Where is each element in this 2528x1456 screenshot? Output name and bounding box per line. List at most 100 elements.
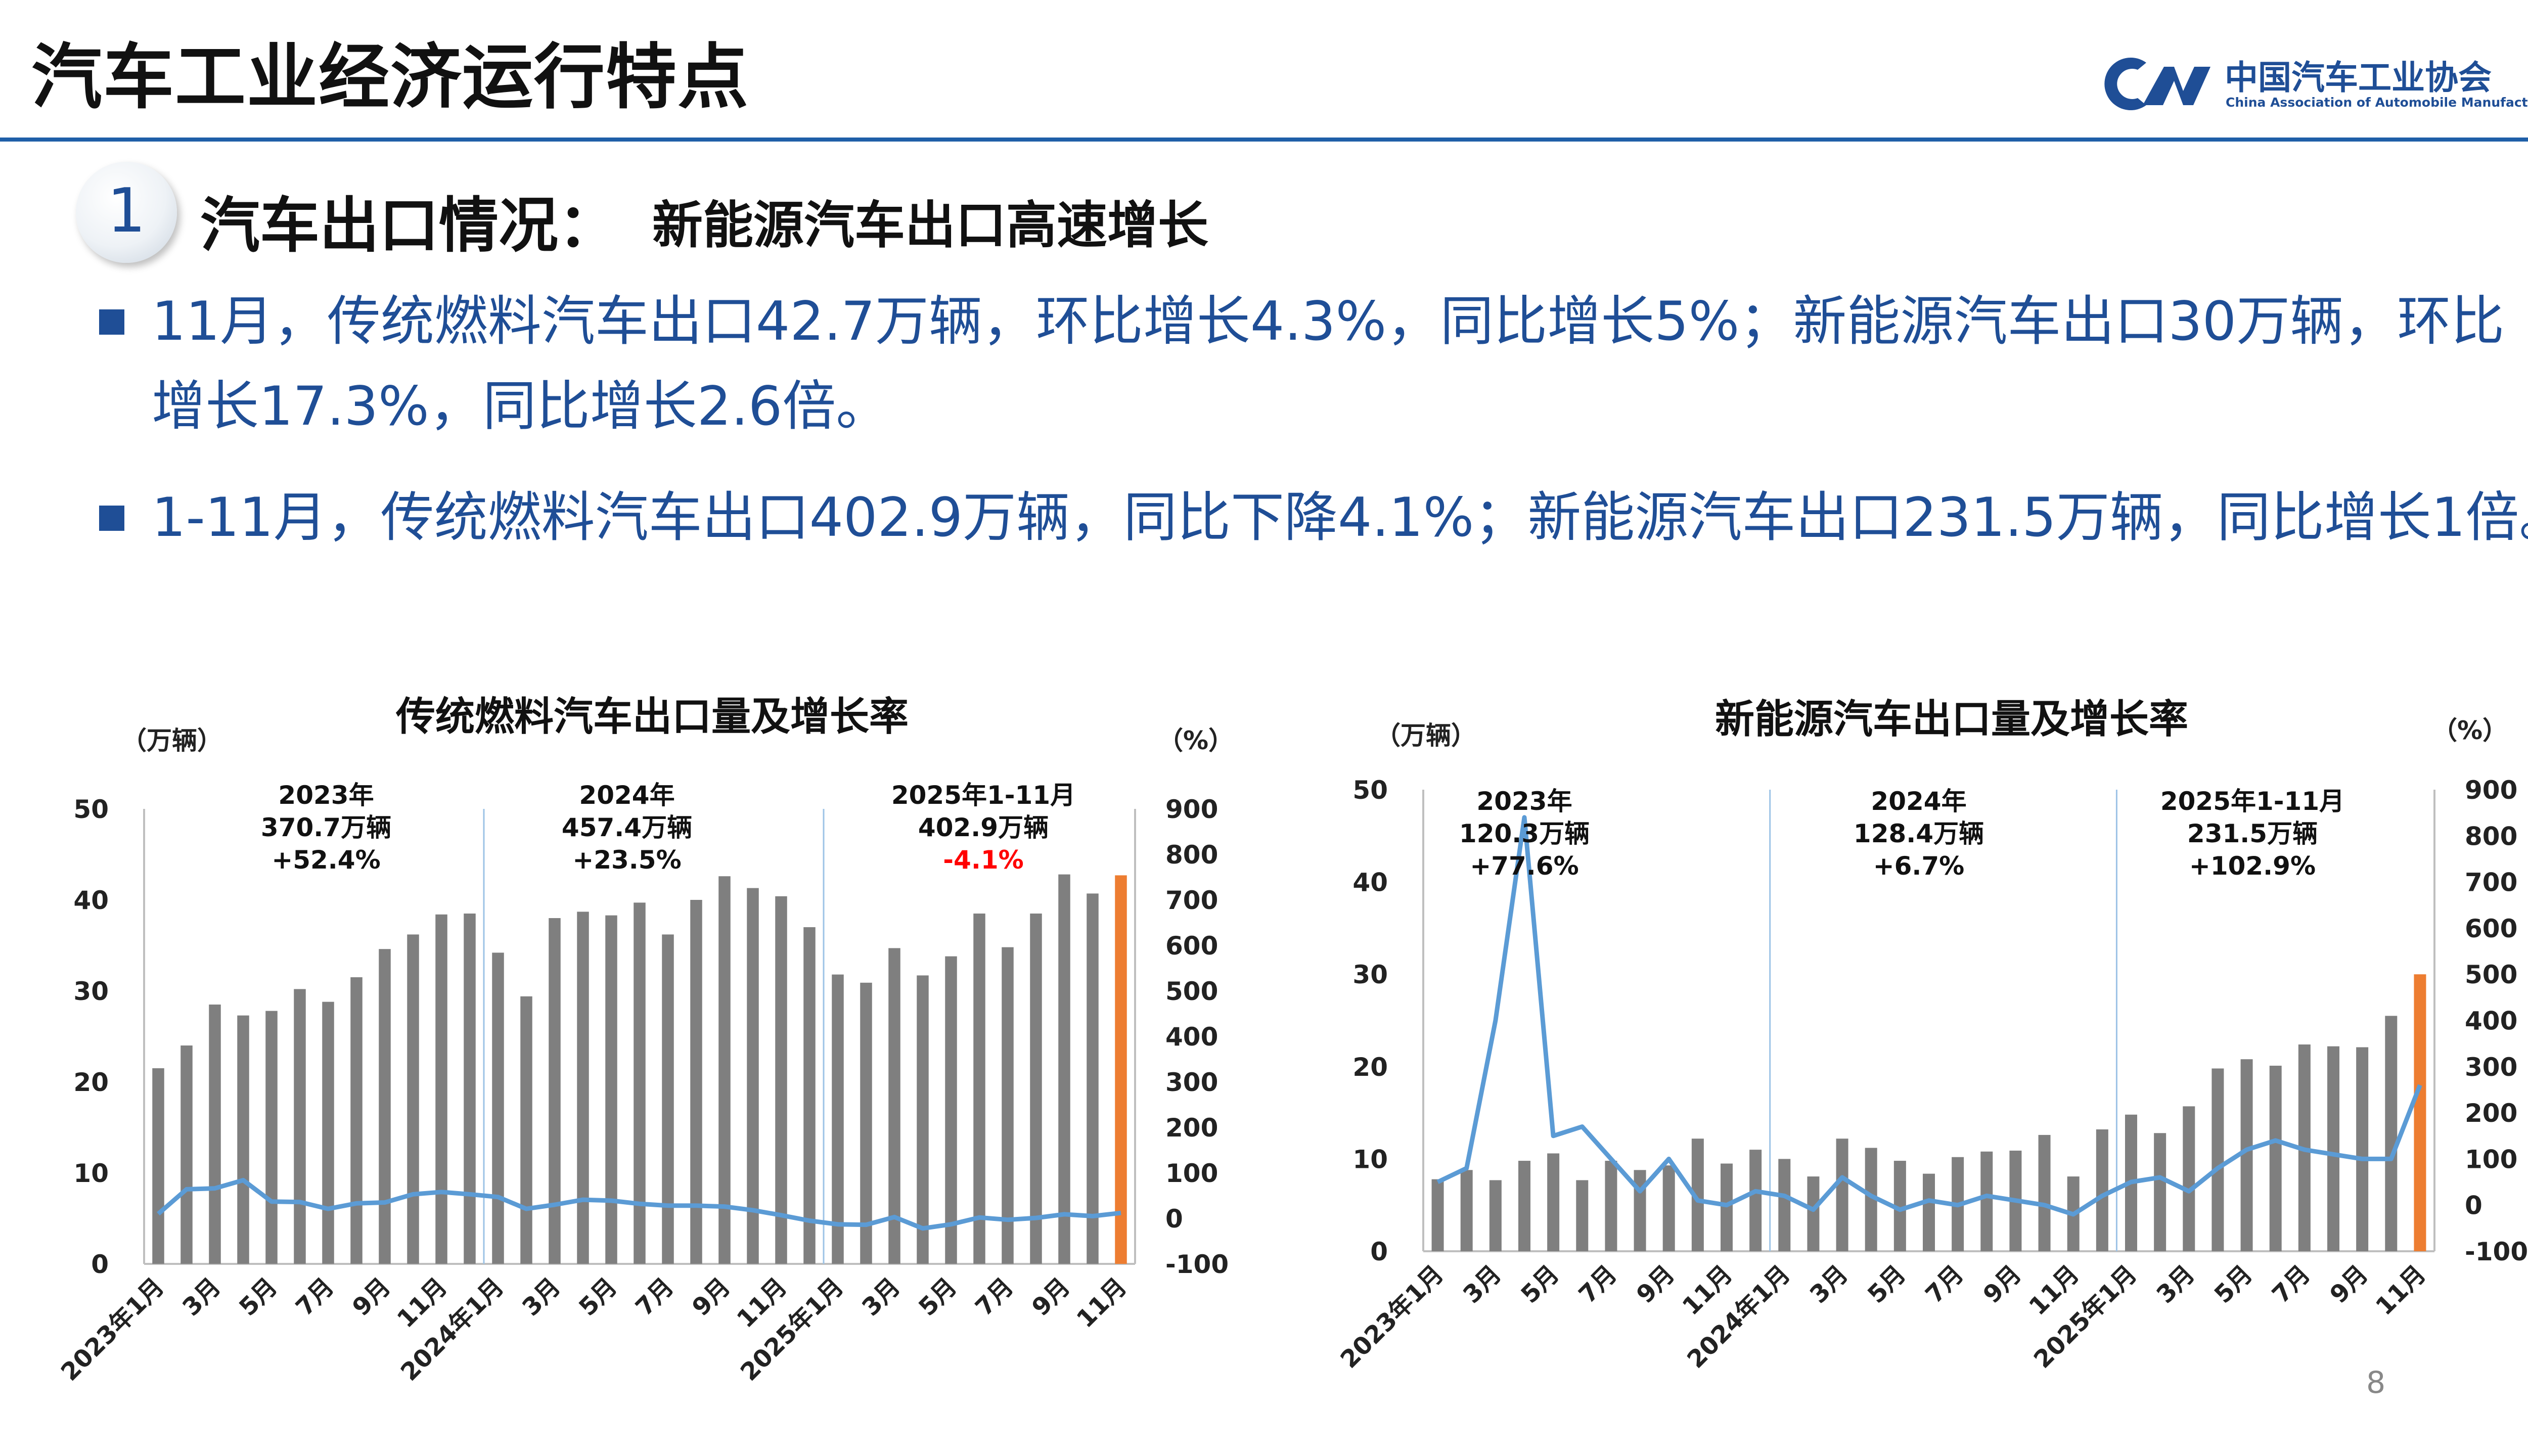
annotation-growth: +77.6% (1470, 851, 1578, 881)
annotation-growth: +23.5% (572, 845, 681, 875)
x-tick-label: 3月 (1458, 1260, 1507, 1309)
x-tick-label: 5月 (1515, 1260, 1564, 1309)
bar (1002, 947, 1014, 1264)
chart-1-title: 传统燃料汽车出口量及增长率 (395, 694, 909, 740)
y-left-tick-label: 20 (1352, 1053, 1388, 1082)
bar (520, 996, 532, 1264)
y-left-tick-label: 20 (73, 1068, 109, 1097)
section-subtitle: 新能源汽车出口高速增长 (652, 196, 1208, 255)
y-right-tick-label: 100 (1165, 1159, 1218, 1188)
x-tick-label: 7月 (970, 1272, 1019, 1322)
annotation-growth: +52.4% (272, 845, 380, 875)
y-right-tick-label: 300 (1165, 1068, 1218, 1097)
bullet-1-line-2: 增长17.3%，同比增长2.6倍。 (152, 375, 890, 437)
x-tick-label: 7月 (2267, 1260, 2316, 1309)
y-right-tick-label: 200 (2465, 1099, 2517, 1128)
annotation-volume: 370.7万辆 (261, 813, 391, 842)
bar (747, 888, 759, 1264)
logo-name-cn: 中国汽车工业协会 (2225, 58, 2492, 97)
bar (1721, 1163, 1733, 1251)
bar (973, 914, 985, 1264)
bar (1634, 1170, 1646, 1251)
bar (605, 915, 617, 1264)
bar (2269, 1065, 2282, 1251)
x-tick-label: 3月 (1804, 1260, 1854, 1309)
x-tick-label: 7月 (1573, 1260, 1622, 1309)
y-right-tick-label: 900 (2465, 776, 2517, 805)
x-tick-label: 5月 (573, 1272, 622, 1322)
annotation-year: 2023年 (1476, 787, 1572, 816)
annotation-volume: 457.4万辆 (562, 813, 692, 842)
x-tick-label: 9月 (347, 1272, 396, 1322)
growth-rate-line (157, 1177, 1121, 1231)
y-right-tick-label: 100 (2465, 1145, 2517, 1174)
header-rule (0, 138, 2528, 142)
bar (1778, 1159, 1791, 1251)
page-number: 8 (2366, 1365, 2386, 1400)
association-logo: 中国汽车工业协会 China Association of Automobile… (2093, 49, 2528, 119)
x-tick-label: 9月 (687, 1272, 736, 1322)
annotation-volume: 120.3万辆 (1459, 819, 1590, 848)
x-tick-label: 7月 (630, 1272, 679, 1322)
y-right-tick-label: 700 (1165, 886, 1218, 915)
bullet-2-line-1: 1-11月，传统燃料汽车出口402.9万辆，同比下降4.1%；新能源汽车出口23… (152, 486, 2528, 549)
annotation-year: 2023年 (278, 781, 374, 810)
logo-name-en: China Association of Automobile Manufact… (2226, 95, 2528, 110)
y-left-tick-label: 0 (91, 1250, 109, 1279)
section-number-badge: 1 (76, 162, 177, 263)
annotation-year: 2025年1-11月 (2160, 787, 2344, 816)
y-right-tick-label: 800 (2465, 822, 2517, 851)
annotation-growth: +102.9% (2189, 851, 2316, 881)
bar (1518, 1161, 1530, 1251)
y-left-tick-label: 10 (73, 1159, 109, 1188)
growth-rate-line (1436, 815, 2422, 1217)
bar (1058, 874, 1070, 1264)
x-tick-label: 5月 (1862, 1260, 1911, 1309)
x-tick-label: 3月 (856, 1272, 906, 1322)
bar (1087, 893, 1099, 1264)
x-tick-label: 7月 (290, 1272, 339, 1322)
bar (379, 949, 391, 1264)
y-right-tick-label: 700 (2465, 868, 2517, 897)
bar (2183, 1106, 2195, 1251)
page-title: 汽车工业经济运行特点 (31, 36, 750, 119)
x-tick-label: 5月 (913, 1272, 962, 1322)
bullet-marker (99, 506, 124, 531)
bullet-marker (99, 309, 124, 335)
section-number: 1 (107, 176, 146, 246)
section-title: 汽车出口情况： (200, 191, 618, 260)
bar (237, 1015, 249, 1264)
bar (2154, 1133, 2166, 1251)
x-tick-label: 11月 (1071, 1272, 1133, 1334)
bar (1807, 1176, 1820, 1251)
bar (1836, 1139, 1848, 1251)
chart-2-plot: 0 10 20 30 40 50 -100 0 100 200 300 400 500 600 700 800… (1335, 776, 2528, 1374)
bar (1489, 1180, 1502, 1251)
x-tick-label: 7月 (1920, 1260, 1969, 1309)
x-tick-label: 5月 (2209, 1260, 2258, 1309)
bar (860, 982, 872, 1264)
y-right-tick-label: -100 (1165, 1250, 1229, 1279)
bar (775, 896, 787, 1264)
x-tick-label: 5月 (234, 1272, 283, 1322)
bar (1923, 1173, 1935, 1251)
bar (2385, 1016, 2398, 1251)
bar (180, 1045, 193, 1264)
y-left-tick-label: 50 (1352, 776, 1388, 805)
x-tick-label: 2023年1月 (1335, 1260, 1449, 1374)
y-left-tick-label: 30 (73, 977, 109, 1006)
chart-2-right-unit: （%） (2432, 716, 2508, 745)
bar (435, 914, 447, 1264)
bar (265, 1011, 278, 1264)
bar (322, 1002, 334, 1264)
y-right-tick-label: 400 (2465, 1007, 2517, 1036)
annotation-volume: 402.9万辆 (918, 813, 1049, 842)
bar (690, 900, 702, 1264)
bar (294, 989, 306, 1264)
y-right-tick-label: 500 (1165, 977, 1218, 1006)
bullet-1-line-1: 11月，传统燃料汽车出口42.7万辆，环比增长4.3%，同比增长5%；新能源汽车… (152, 290, 2505, 352)
bar (1576, 1180, 1589, 1251)
annotation-volume: 128.4万辆 (1854, 819, 1984, 848)
y-left-tick-label: 40 (73, 886, 109, 915)
bar (1460, 1170, 1473, 1251)
